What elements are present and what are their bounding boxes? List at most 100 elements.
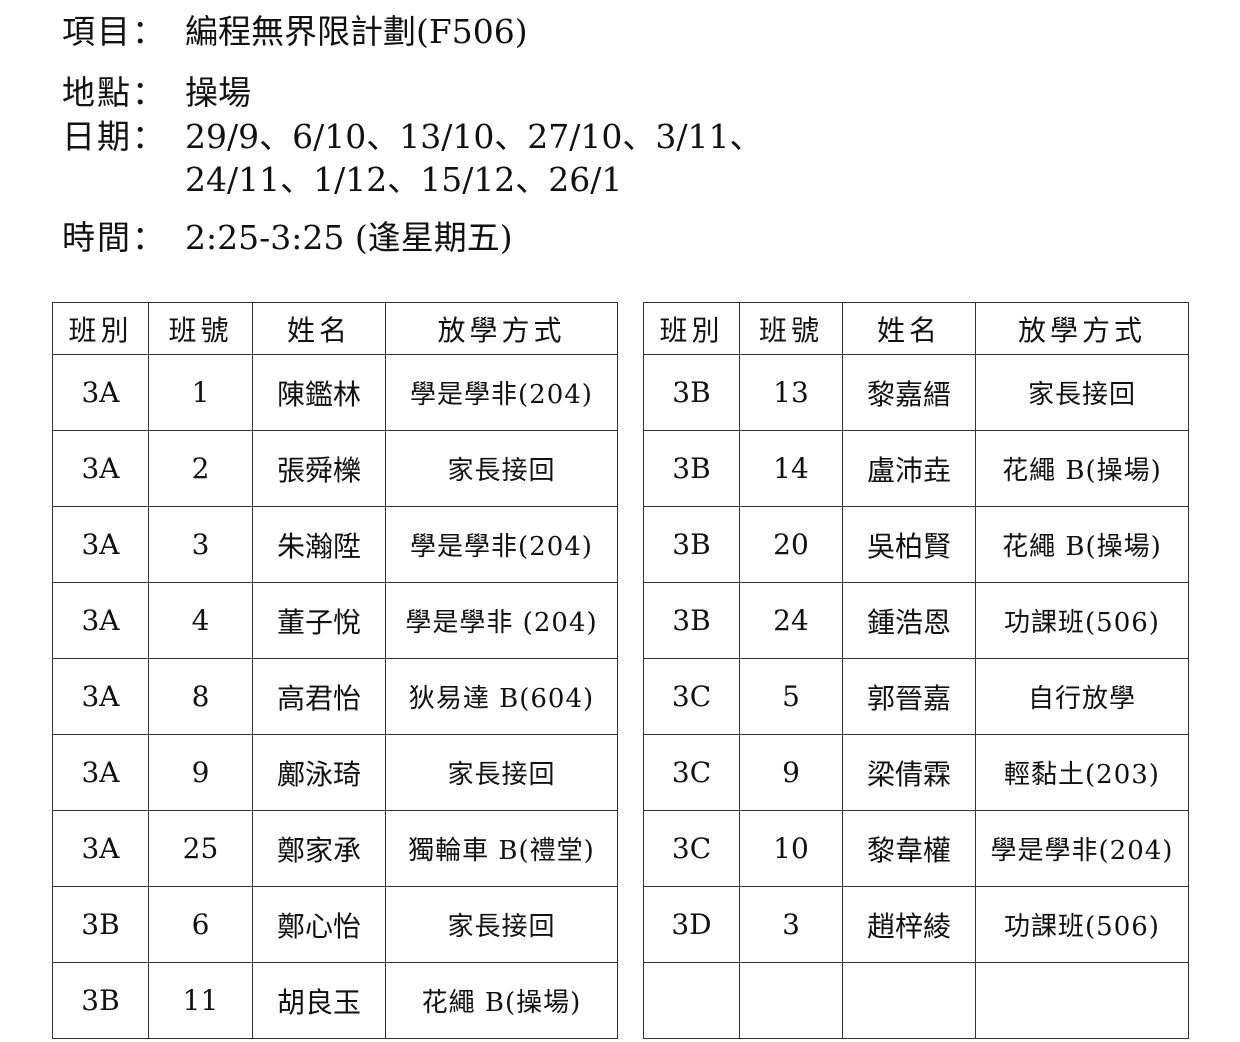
cell-class: 3C [643,734,740,811]
cell-class: 3A [52,430,149,507]
cell-class: 3A [52,506,149,583]
table-row: 3C 9 梁倩霖 輕黏土(203) [643,734,1189,811]
col-dismissal: 放學方式 [975,302,1189,355]
cell-class: 3A [52,734,149,811]
cell-number: 9 [739,734,843,811]
location-label: 地點： [62,73,167,112]
project-line: 項目： 編程無界限計劃(F506) [62,12,528,52]
time-value: 2:25-3:25 (逢星期五) [185,218,513,257]
cell-class: 3A [52,810,149,887]
cell-number: 2 [148,430,253,507]
cell-class: 3C [643,810,740,887]
cell-name: 張舜櫟 [252,430,386,507]
cell-dismissal: 學是學非(204) [975,810,1189,887]
table-row: 3B 24 鍾浩恩 功課班(506) [643,582,1189,659]
cell-number: 10 [739,810,843,887]
location-value: 操場 [185,73,251,112]
cell-dismissal [975,962,1189,1039]
cell-name: 趙梓綾 [842,886,976,963]
location-line: 地點： 操場 [62,73,251,113]
dates-line: 日期： 29/9、6/10、13/10、27/10、3/11、 [62,117,763,157]
cell-number: 5 [739,658,843,735]
col-dismissal: 放學方式 [385,302,618,355]
cell-class: 3A [52,354,149,431]
student-table-right: 班別 班號 姓名 放學方式 3B 13 黎嘉縉 家長接回 3B 14 盧沛垚 花繩 B(操場)… [643,302,1189,1039]
table-header-row: 班別 班號 姓名 放學方式 [52,302,618,355]
table-row: 3A 1 陳鑑林 學是學非(204) [52,354,618,431]
cell-number: 13 [739,354,843,431]
cell-dismissal: 家長接回 [975,354,1189,431]
cell-dismissal: 花繩 B(操場) [975,430,1189,507]
cell-name: 胡良玉 [252,962,386,1039]
table-row: 3D 3 趙梓綾 功課班(506) [643,886,1189,963]
cell-class: 3B [643,506,740,583]
cell-name: 鄭心怡 [252,886,386,963]
table-row: 3B 11 胡良玉 花繩 B(操場) [52,962,618,1039]
cell-name: 鄺泳琦 [252,734,386,811]
cell-name [842,962,976,1039]
cell-dismissal: 花繩 B(操場) [385,962,618,1039]
cell-class: 3B [643,582,740,659]
cell-class: 3A [52,582,149,659]
cell-dismissal: 家長接回 [385,886,618,963]
cell-number: 25 [148,810,253,887]
table-row: 3A 25 鄭家承 獨輪車 B(禮堂) [52,810,618,887]
student-table-left: 班別 班號 姓名 放學方式 3A 1 陳鑑林 學是學非(204) 3A 2 張舜櫟 家長接回 3… [52,302,618,1039]
cell-class: 3B [643,354,740,431]
cell-dismissal: 學是學非(204) [385,506,618,583]
table-row: 3A 9 鄺泳琦 家長接回 [52,734,618,811]
table-row: 3B 13 黎嘉縉 家長接回 [643,354,1189,431]
cell-number: 8 [148,658,253,735]
cell-number: 9 [148,734,253,811]
cell-name: 鄭家承 [252,810,386,887]
cell-number [739,962,843,1039]
time-label: 時間： [62,218,167,257]
cell-name: 朱瀚陞 [252,506,386,583]
table-row: 3A 3 朱瀚陞 學是學非(204) [52,506,618,583]
cell-class: 3B [52,962,149,1039]
cell-class: 3A [52,658,149,735]
cell-number: 24 [739,582,843,659]
cell-number: 20 [739,506,843,583]
table-row [643,962,1189,1039]
cell-dismissal: 學是學非 (204) [385,582,618,659]
col-name: 姓名 [842,302,976,355]
col-class: 班別 [643,302,740,355]
time-line: 時間： 2:25-3:25 (逢星期五) [62,218,513,258]
cell-number: 3 [739,886,843,963]
cell-name: 郭晉嘉 [842,658,976,735]
col-name: 姓名 [252,302,386,355]
dates-value-line1: 29/9、6/10、13/10、27/10、3/11、 [185,117,763,156]
cell-number: 4 [148,582,253,659]
cell-dismissal: 花繩 B(操場) [975,506,1189,583]
col-number: 班號 [148,302,253,355]
project-label: 項目： [62,12,167,51]
cell-dismissal: 輕黏土(203) [975,734,1189,811]
table-row: 3A 4 董子悅 學是學非 (204) [52,582,618,659]
cell-dismissal: 學是學非(204) [385,354,618,431]
cell-class: 3C [643,658,740,735]
cell-dismissal: 獨輪車 B(禮堂) [385,810,618,887]
cell-class: 3B [52,886,149,963]
cell-class: 3D [643,886,740,963]
cell-number: 14 [739,430,843,507]
cell-name: 梁倩霖 [842,734,976,811]
dates-label: 日期： [62,117,167,156]
table-header-row: 班別 班號 姓名 放學方式 [643,302,1189,355]
col-number: 班號 [739,302,843,355]
cell-dismissal: 功課班(506) [975,886,1189,963]
cell-dismissal: 家長接回 [385,734,618,811]
cell-number: 3 [148,506,253,583]
dates-value-line2: 24/11、1/12、15/12、26/1 [185,160,623,199]
cell-dismissal: 家長接回 [385,430,618,507]
table-row: 3B 20 吳柏賢 花繩 B(操場) [643,506,1189,583]
table-row: 3A 8 高君怡 狄易達 B(604) [52,658,618,735]
cell-name: 董子悅 [252,582,386,659]
cell-dismissal: 自行放學 [975,658,1189,735]
cell-name: 鍾浩恩 [842,582,976,659]
cell-name: 盧沛垚 [842,430,976,507]
cell-name: 黎嘉縉 [842,354,976,431]
cell-name: 陳鑑林 [252,354,386,431]
cell-number: 6 [148,886,253,963]
cell-dismissal: 功課班(506) [975,582,1189,659]
